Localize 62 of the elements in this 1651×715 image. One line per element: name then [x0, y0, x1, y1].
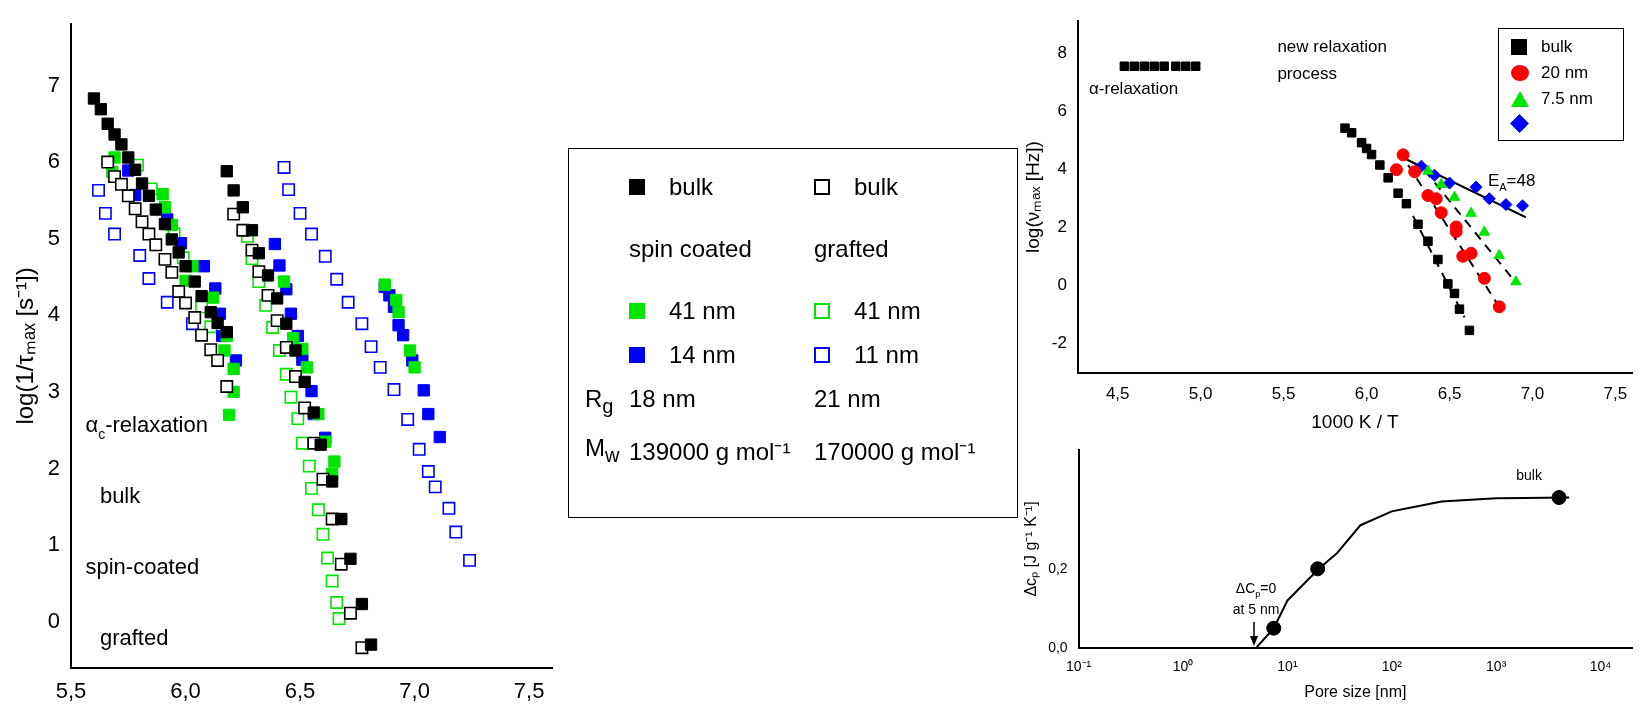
- x-axis-title: 1000 K / T: [1311, 410, 1400, 432]
- y-tick-label: 2: [1057, 217, 1067, 237]
- x-tick-label: 4,5: [1105, 383, 1130, 403]
- x-tick-label: 10⁴: [1589, 658, 1612, 675]
- text: 170000 g mol⁻¹: [814, 436, 977, 467]
- x-tick-label: 7,5: [513, 677, 545, 703]
- legend-label: bulk: [669, 173, 714, 201]
- y-tick-label: 7: [47, 71, 61, 97]
- legend-label: 41 nm: [669, 297, 736, 325]
- text: 18 nm: [629, 385, 697, 414]
- x-tick-label: 5,5: [1271, 383, 1296, 403]
- y-axis-title: Δcₚ [J g⁻¹ K⁻¹]: [1022, 501, 1041, 597]
- y-tick-label: 6: [47, 148, 61, 174]
- legend-label: 7.5 nm: [1541, 89, 1594, 109]
- text: 139000 g mol⁻¹: [629, 436, 792, 467]
- x-tick-label: 6,0: [170, 677, 201, 703]
- y-tick-label: 1: [47, 531, 61, 557]
- text: grafted: [814, 235, 890, 263]
- text: 21 nm: [814, 385, 882, 414]
- annotation: new relaxation process: [1277, 37, 1388, 84]
- y-tick-label: 8: [1057, 42, 1067, 62]
- x-tick-label: 10⁻¹: [1066, 658, 1092, 675]
- x-axis-title: Pore size [nm]: [1304, 682, 1407, 700]
- y-tick-label: 3: [47, 377, 61, 403]
- legend-label: 20 nm: [1541, 63, 1590, 83]
- text: M$_{w}$: [585, 433, 621, 467]
- y-tick-label: 0: [47, 607, 61, 633]
- y-tick-label: 0: [1057, 275, 1067, 295]
- y-tick-label: 5: [47, 224, 61, 250]
- y-tick-label: 0,0: [1048, 638, 1068, 655]
- x-tick-label: 10³: [1486, 658, 1507, 675]
- x-tick-label: 10²: [1381, 658, 1403, 675]
- x-tick-label: 5,5: [55, 677, 87, 703]
- annotation: bulk: [1516, 466, 1543, 483]
- y-tick-label: 2: [47, 454, 61, 480]
- x-tick-label: 7,0: [1520, 383, 1545, 403]
- annotation: spin-coated: [85, 553, 200, 579]
- legend-label: bulk: [854, 173, 899, 201]
- y-axis-title: log(1/τₘₐₓ [s⁻¹]): [11, 267, 39, 425]
- text: R$_{g}$: [585, 385, 615, 418]
- x-tick-label: 6,5: [284, 677, 316, 703]
- y-tick-label: 0,2: [1048, 559, 1068, 576]
- text: spin coated: [629, 235, 753, 263]
- x-tick-label: 10¹: [1277, 658, 1298, 675]
- x-tick-label: 7,5: [1603, 383, 1628, 403]
- y-tick-label: 4: [47, 301, 61, 327]
- y-axis-title: log(νₘₐₓ [Hz]): [1021, 141, 1043, 253]
- legend-label: bulk: [1541, 37, 1574, 57]
- y-tick-label: 4: [1057, 159, 1067, 179]
- x-tick-label: 6,5: [1437, 383, 1462, 403]
- x-tick-label: 7,0: [399, 677, 430, 703]
- y-tick-label: -2: [1051, 333, 1067, 353]
- x-tick-label: 10⁰: [1172, 658, 1194, 675]
- annotation: α-relaxation: [1089, 79, 1179, 99]
- annotation: grafted: [99, 624, 169, 650]
- legend-label: 14 nm: [669, 341, 736, 369]
- annotation: bulk: [99, 483, 142, 509]
- x-tick-label: 5,0: [1188, 383, 1213, 403]
- y-tick-label: 6: [1057, 100, 1067, 120]
- legend-label: 41 nm: [854, 297, 921, 325]
- x-tick-label: 6,0: [1354, 383, 1379, 403]
- legend-label: 11 nm: [854, 341, 919, 369]
